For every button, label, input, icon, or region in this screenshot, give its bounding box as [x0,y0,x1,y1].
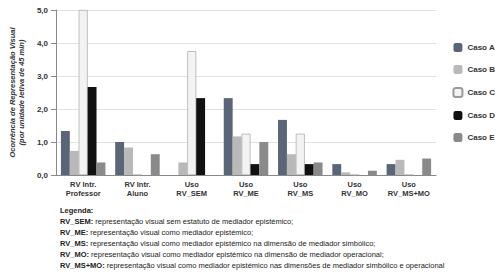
svg-text:RV_SEM: RV_SEM [176,189,207,198]
svg-text:representação visual como medi: representação visual como mediador epist… [88,228,253,237]
svg-text:(por unidade letiva de 45 min): (por unidade letiva de 45 min) [17,39,26,145]
svg-text:Uso: Uso [402,180,417,189]
svg-text:Uso: Uso [347,180,362,189]
svg-text:representação visual sem estat: representação visual sem estatuto de med… [93,217,293,226]
svg-text:2,0: 2,0 [37,105,49,114]
svg-text:Uso: Uso [293,180,308,189]
svg-text:RV_SEM:: RV_SEM: [60,217,93,226]
svg-text:RV_MS+MO:: RV_MS+MO: [60,261,105,270]
svg-text:representação visual como medi: representação visual como mediador epist… [105,261,445,270]
svg-text:RV_MS: RV_MS [287,189,313,198]
svg-text:4,0: 4,0 [37,39,49,48]
svg-text:RV_MO:: RV_MO: [60,250,89,259]
svg-text:Aluno: Aluno [127,189,149,198]
svg-text:RV_MS:: RV_MS: [60,239,88,248]
svg-text:RV_ME: RV_ME [233,189,259,198]
svg-text:5,0: 5,0 [37,6,49,15]
svg-text:RV_MS+MO: RV_MS+MO [388,189,430,198]
svg-text:Ocorrência de Representação Vi: Ocorrência de Representação Visual [8,26,17,157]
svg-text:Uso: Uso [185,180,200,189]
svg-text:RV_ME:: RV_ME: [60,228,88,237]
svg-text:representação visual como medi: representação visual como mediador epist… [88,239,375,248]
svg-text:Caso A: Caso A [467,43,494,52]
svg-text:Caso D: Caso D [467,111,495,120]
svg-text:RV Intr.: RV Intr. [70,180,96,189]
svg-text:Caso E: Caso E [467,133,495,142]
svg-text:Uso: Uso [239,180,254,189]
svg-text:representação visual como medi: representação visual como mediador epist… [89,250,384,259]
svg-text:0,0: 0,0 [37,171,49,180]
svg-text:Professor: Professor [66,189,101,198]
svg-text:1,0: 1,0 [37,138,49,147]
svg-text:Legenda:: Legenda: [60,206,93,215]
svg-text:3,0: 3,0 [37,72,49,81]
svg-text:Caso B: Caso B [467,65,495,74]
svg-text:RV Intr.: RV Intr. [124,180,150,189]
svg-text:Caso C: Caso C [467,88,495,97]
svg-text:RV_MO: RV_MO [341,189,368,198]
